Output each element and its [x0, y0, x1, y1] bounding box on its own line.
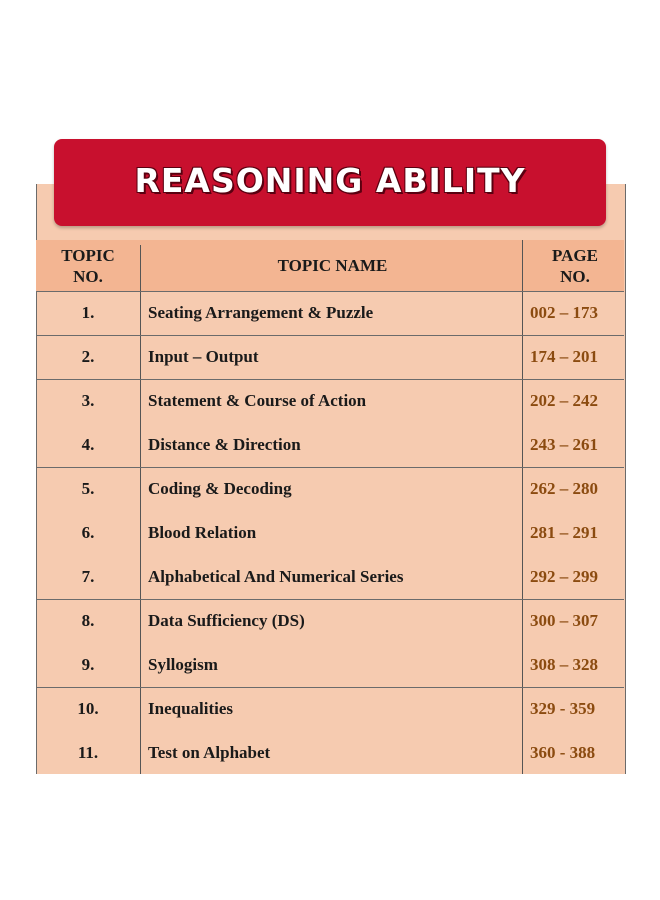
- row-separator: [36, 599, 624, 600]
- table-row: 8. Data Sufficiency (DS) 300 – 307: [36, 599, 624, 643]
- page-range: 300 – 307: [530, 611, 598, 630]
- page-range: 281 – 291: [530, 523, 598, 542]
- column-divider: [140, 245, 141, 774]
- topic-name: Inequalities: [148, 699, 234, 718]
- table-row: 11. Test on Alphabet 360 - 388: [36, 731, 624, 775]
- topic-number: 5.: [81, 479, 95, 498]
- topic-number: 10.: [77, 699, 99, 718]
- page-range: 002 – 173: [530, 303, 598, 322]
- topic-name: Blood Relation: [148, 523, 257, 542]
- header-topic-name: TOPIC NAME: [277, 256, 388, 275]
- topic-number: 11.: [77, 743, 99, 762]
- topic-number: 1.: [81, 303, 95, 322]
- topic-name: Statement & Course of Action: [148, 391, 367, 410]
- section-title: REASONING ABILITY: [134, 161, 526, 200]
- topic-number: 8.: [81, 611, 95, 630]
- column-divider: [522, 240, 523, 774]
- table-row: 2. Input – Output 174 – 201: [36, 335, 624, 379]
- table-row: 9. Syllogism 308 – 328: [36, 643, 624, 687]
- table-row: 6. Blood Relation 281 – 291: [36, 511, 624, 555]
- topic-number: 9.: [81, 655, 95, 674]
- topic-name: Input – Output: [148, 347, 259, 366]
- header-page-no-line1: PAGE: [552, 245, 598, 265]
- header-topic-no-line2: NO.: [73, 266, 103, 286]
- table-row: 10. Inequalities 329 - 359: [36, 687, 624, 731]
- page-range: 292 – 299: [530, 567, 598, 586]
- table-row: 3. Statement & Course of Action 202 – 242: [36, 379, 624, 423]
- topic-number: 3.: [81, 391, 95, 410]
- table-row: 4. Distance & Direction 243 – 261: [36, 423, 624, 467]
- topic-name: Alphabetical And Numerical Series: [148, 567, 404, 586]
- topic-name: Distance & Direction: [148, 435, 301, 454]
- topic-number: 4.: [81, 435, 95, 454]
- row-separator: [36, 291, 624, 292]
- table-row: 7. Alphabetical And Numerical Series 292 –…: [36, 555, 624, 599]
- page-range: 174 – 201: [530, 347, 598, 366]
- table-header: TOPIC NO. TOPIC NAME PAGE NO.: [36, 240, 624, 291]
- page-range: 202 – 242: [530, 391, 598, 410]
- table-row: 5. Coding & Decoding 262 – 280: [36, 467, 624, 511]
- header-page-no: PAGE NO.: [526, 240, 624, 291]
- row-separator: [36, 467, 624, 468]
- topic-name: Coding & Decoding: [148, 479, 292, 498]
- topic-name: Test on Alphabet: [148, 743, 271, 762]
- topic-name: Syllogism: [148, 655, 218, 674]
- topic-number: 7.: [81, 567, 95, 586]
- page-range: 329 - 359: [530, 699, 596, 718]
- topic-name: Data Sufficiency (DS): [148, 611, 305, 630]
- topic-number: 2.: [81, 347, 95, 366]
- topic-number: 6.: [81, 523, 95, 542]
- header-topic-no-line1: TOPIC: [61, 245, 115, 265]
- header-topic-no: TOPIC NO.: [36, 240, 140, 291]
- row-separator: [36, 687, 624, 688]
- row-separator: [36, 379, 624, 380]
- table-row: 1. Seating Arrangement & Puzzle 002 – 173: [36, 291, 624, 335]
- page-range: 243 – 261: [530, 435, 598, 454]
- page-range: 262 – 280: [530, 479, 598, 498]
- row-separator: [36, 335, 624, 336]
- page-range: 360 - 388: [530, 743, 596, 762]
- page-range: 308 – 328: [530, 655, 598, 674]
- section-banner: REASONING ABILITY: [54, 139, 606, 226]
- topic-name: Seating Arrangement & Puzzle: [148, 303, 374, 322]
- header-page-no-line2: NO.: [560, 266, 590, 286]
